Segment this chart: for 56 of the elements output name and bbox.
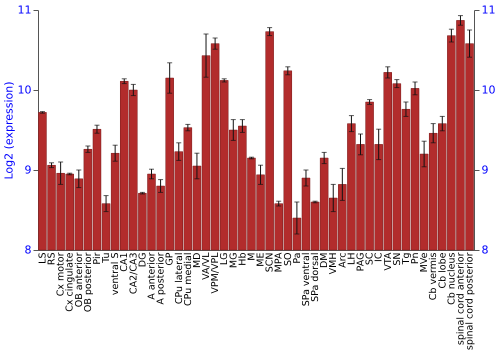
x-tick-label: GP	[164, 252, 176, 266]
x-tick-label: CA2/CA3	[128, 252, 140, 294]
x-tick-label: ME	[256, 252, 267, 267]
x-tick-label: MPA	[274, 252, 285, 272]
x-tick-label: CA1	[119, 252, 130, 272]
y-tick-label: 10	[18, 84, 32, 96]
x-tick-label: spinal cord anterior	[455, 252, 466, 346]
y-tick-label: 9	[24, 164, 32, 176]
x-tick-label: A anterior	[146, 252, 158, 300]
x-tick-label: Cb nucleus	[446, 252, 458, 305]
y2-tick-label: 9	[482, 164, 488, 176]
x-tick-label: M	[246, 252, 258, 261]
y2-tick-label: 8	[482, 244, 488, 256]
x-tick-label: Pir	[92, 252, 103, 265]
x-tick-label: SCN	[264, 252, 276, 272]
x-tick-label: Hb	[237, 252, 248, 266]
x-tick-label: SO	[282, 252, 294, 266]
y2-tick-label: 10	[482, 84, 496, 96]
x-tick-label: OB anterior	[74, 252, 85, 308]
y-axis-title: Log2 (expression)	[2, 81, 16, 180]
x-tick-label: spinal cord posterior	[464, 252, 476, 350]
x-tick-label: VA/VL	[201, 252, 212, 280]
x-tick-label: A posterior	[156, 252, 167, 305]
y-tick-label: 8	[24, 244, 32, 256]
x-tick-label: DM	[319, 252, 330, 268]
x-tick-label: Cb vermis	[428, 252, 440, 300]
x-tick-label: SC	[364, 252, 376, 266]
x-tick-label: OB posterior	[82, 252, 94, 312]
x-tick-label: VTA	[382, 252, 394, 271]
x-tick-label: MD	[192, 252, 203, 268]
y2-tick-label: 11	[482, 4, 496, 16]
x-tick-label: CPu lateral	[174, 252, 185, 304]
x-tick-label: Cx cingulate	[64, 252, 76, 312]
x-tick-label: Cb lobe	[437, 252, 448, 289]
x-tick-label: ventral S	[110, 252, 122, 296]
x-tick-label: SPa dorsal	[310, 252, 322, 302]
x-tick-label: LG	[219, 252, 230, 266]
x-tick-label: MVe	[419, 252, 430, 272]
x-tick-label: Tu	[101, 252, 112, 264]
x-tick-label: Arc	[337, 252, 348, 268]
x-tick-label: VPM/VPL	[210, 252, 222, 294]
x-tick-label: Pn	[410, 252, 422, 264]
x-tick-label: VMH	[328, 252, 340, 274]
x-tick-label: CPu medial	[182, 252, 194, 306]
x-tick-label: LH	[346, 252, 358, 265]
x-tick-label: Tg	[400, 252, 412, 266]
y-tick-label: 11	[18, 4, 32, 16]
x-tick-label: Pa	[292, 252, 303, 264]
x-tick-label: MG	[228, 252, 240, 268]
x-tick-label: SN	[392, 252, 403, 266]
x-tick-label: LS	[37, 252, 48, 264]
x-tick-label: IC	[374, 252, 385, 262]
x-tick-label: PAG	[356, 252, 366, 272]
x-tick-label: RS	[46, 252, 58, 266]
x-tick-label: SPa ventral	[300, 252, 312, 306]
x-tick-label: DG	[137, 252, 148, 268]
